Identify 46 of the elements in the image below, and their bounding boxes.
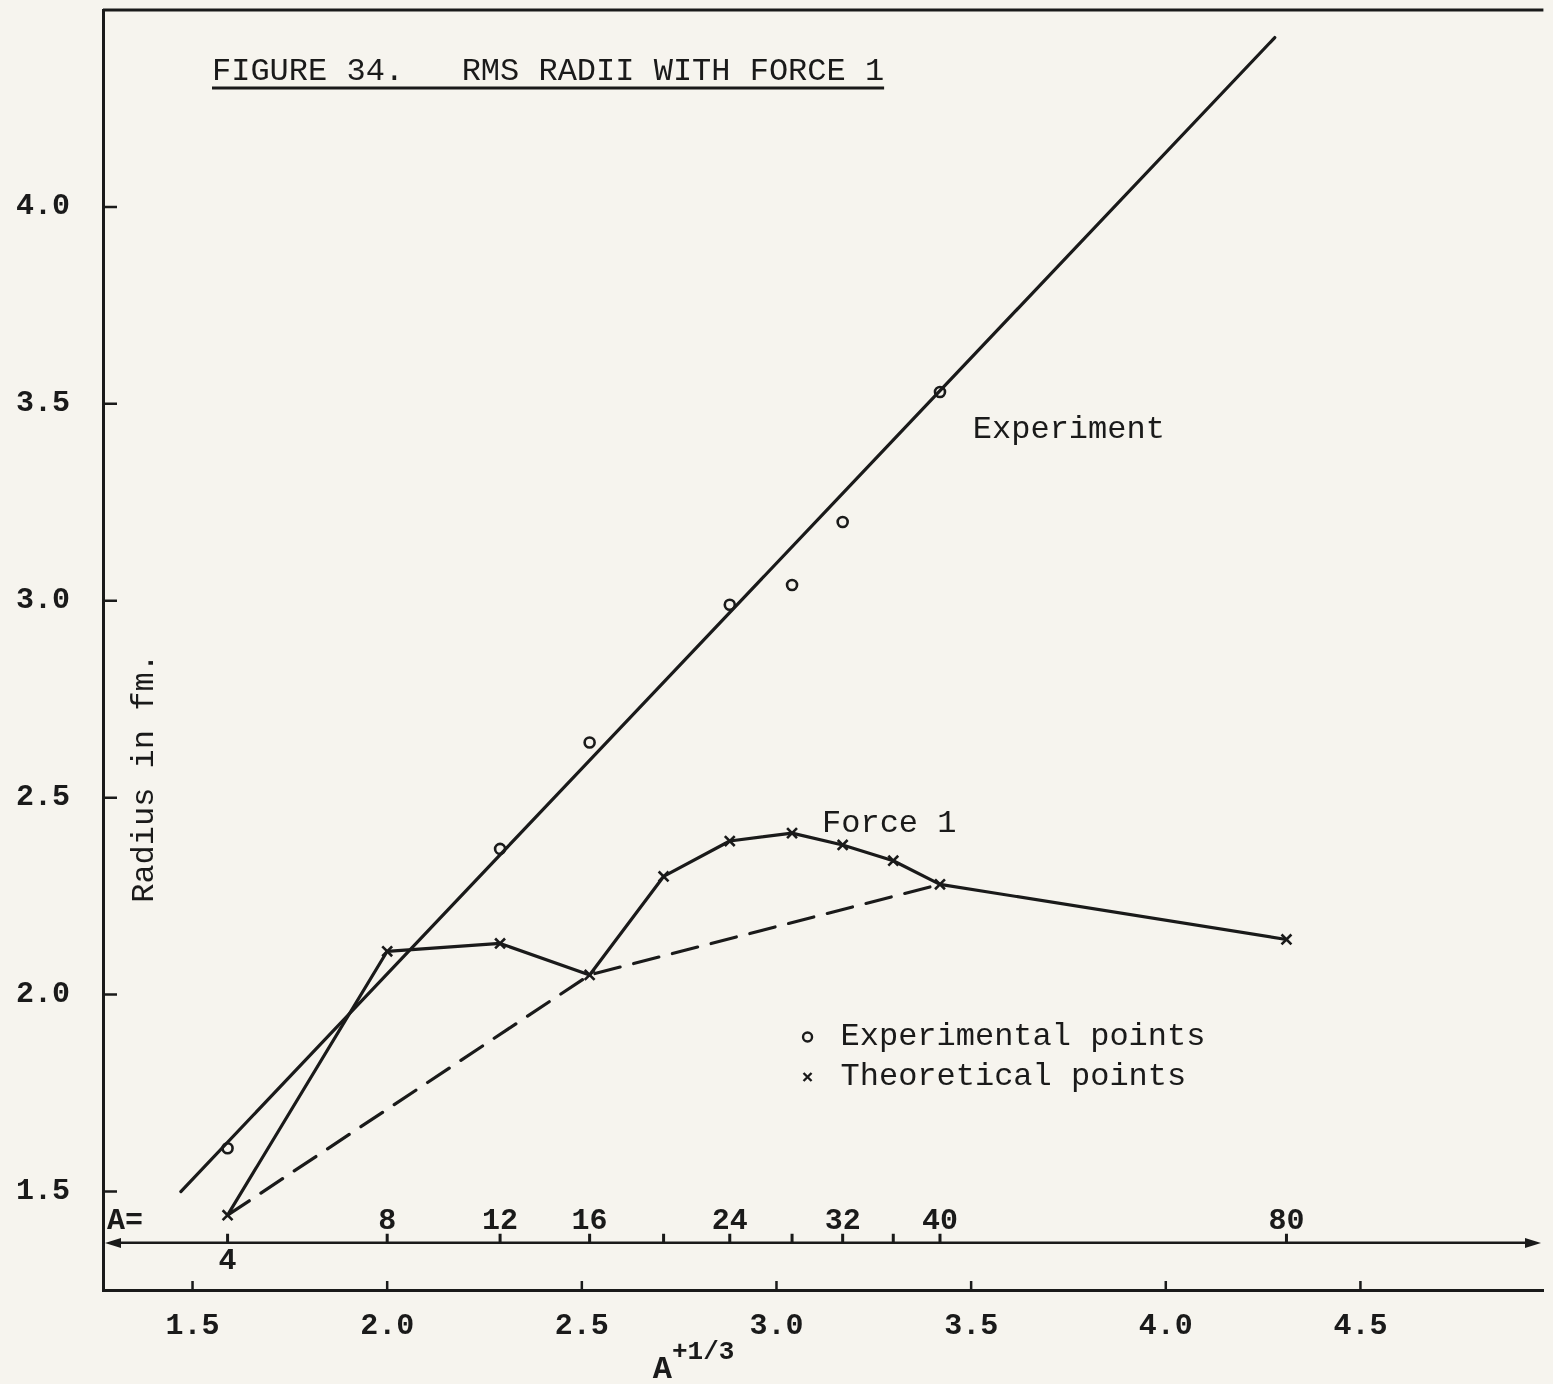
legend-label: Experimental points [840,1018,1206,1056]
annotation: 32 [824,1203,861,1238]
text: FIGURE 34. RMS RADII WITH FORCE 1 [212,53,885,90]
legend-label: Theoretical points [840,1058,1187,1096]
point [723,834,737,848]
annotation: 24 [711,1203,748,1238]
point [583,736,596,749]
x-tick-label: 4.5 [1333,1308,1388,1343]
point [785,578,799,592]
x-tick-label: 4.0 [1138,1308,1193,1343]
ref-line-label: A= [107,1203,144,1238]
y-tick-label: 2.0 [15,977,70,1012]
y-tick-label: 4.0 [15,189,70,224]
x-tick-label: 2.0 [360,1308,415,1343]
y-tick-label: 3.5 [15,386,70,421]
point [785,826,799,840]
point [493,842,507,856]
annotation: 12 [482,1203,519,1238]
point [493,937,507,950]
y-tick-label: 1.5 [15,1174,70,1209]
x-tick-label: 3.0 [749,1308,804,1343]
annotation: 80 [1268,1203,1305,1238]
point [933,385,947,399]
x-tick-label: 3.5 [944,1308,999,1343]
annotation: 4 [218,1244,237,1279]
point [723,598,737,612]
series-label: Force 1 [822,804,957,842]
y-tick-label: 2.5 [15,780,70,815]
y-axis-title: Radius in fm. [126,653,163,903]
series-label: Experiment [972,411,1165,449]
point [221,1141,234,1155]
point [657,870,670,883]
point [583,968,596,982]
x-tick-label: 2.5 [554,1308,609,1343]
point [380,945,394,958]
point [933,878,947,891]
point [836,515,849,529]
point [887,854,900,867]
annotation: 16 [571,1203,608,1238]
y-tick-label: 3.0 [15,583,70,618]
annotation: 8 [378,1203,397,1238]
point [221,1208,234,1222]
annotation: 40 [921,1203,958,1238]
x-tick-label: 1.5 [165,1308,220,1343]
point [1280,933,1293,946]
point [836,838,849,852]
